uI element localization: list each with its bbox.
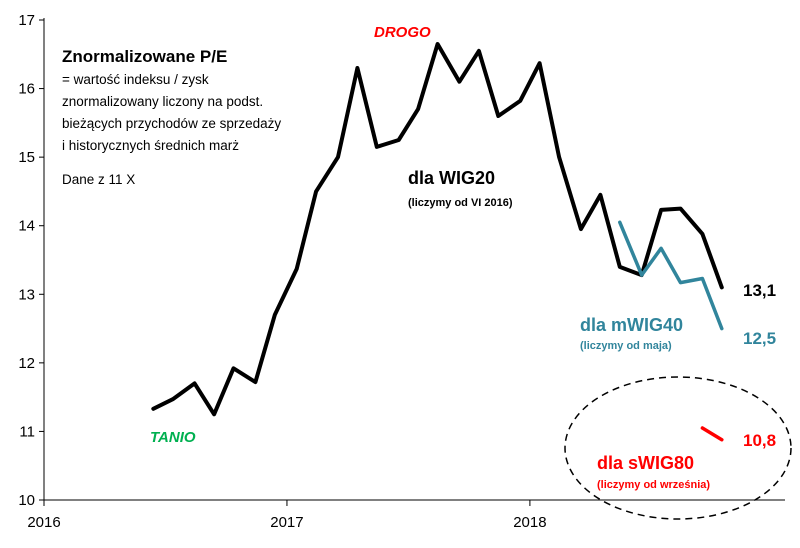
y-tick-label: 10 xyxy=(18,492,35,509)
wig20-note: (liczymy od VI 2016) xyxy=(408,197,513,209)
swig80-label: dla sWIG80 xyxy=(597,453,694,473)
chart-title: Znormalizowane P/E xyxy=(62,47,227,66)
x-tick-label: 2017 xyxy=(270,514,303,531)
annotation-drogo: DROGO xyxy=(374,24,431,41)
wig20-end-value: 13,1 xyxy=(743,281,776,300)
wig20-label: dla WIG20 xyxy=(408,168,495,188)
y-ticks: 10 11 12 13 14 15 16 17 xyxy=(18,12,44,509)
subtitle-line-4: i historycznych średnich marż xyxy=(62,138,239,153)
swig80-note: (liczymy od września) xyxy=(597,479,710,491)
x-tick-label: 2016 xyxy=(27,514,60,531)
y-tick-label: 12 xyxy=(18,355,35,372)
subtitle-line-3: bieżących przychodów ze sprzedaży xyxy=(62,116,281,131)
annotation-tanio: TANIO xyxy=(150,429,196,446)
y-tick-label: 13 xyxy=(18,286,35,303)
subtitle-line-2: znormalizowany liczony na podst. xyxy=(62,94,263,109)
subtitle-line-1: = wartość indeksu / zysk xyxy=(62,72,209,87)
axes xyxy=(44,18,785,500)
y-tick-label: 14 xyxy=(18,218,35,235)
data-date-note: Dane z 11 X xyxy=(62,172,135,187)
x-ticks: 2016 2017 2018 xyxy=(27,500,546,531)
mwig40-label: dla mWIG40 xyxy=(580,315,683,335)
mwig40-note: (liczymy od maja) xyxy=(580,340,672,352)
swig80-end-value: 10,8 xyxy=(743,431,776,450)
y-tick-label: 11 xyxy=(19,423,35,440)
y-tick-label: 17 xyxy=(18,12,35,29)
x-tick-label: 2018 xyxy=(513,514,546,531)
mwig40-series-line xyxy=(620,222,722,328)
y-tick-label: 15 xyxy=(18,149,35,166)
mwig40-end-value: 12,5 xyxy=(743,329,776,348)
swig80-series-line xyxy=(702,428,721,440)
y-tick-label: 16 xyxy=(18,81,35,98)
